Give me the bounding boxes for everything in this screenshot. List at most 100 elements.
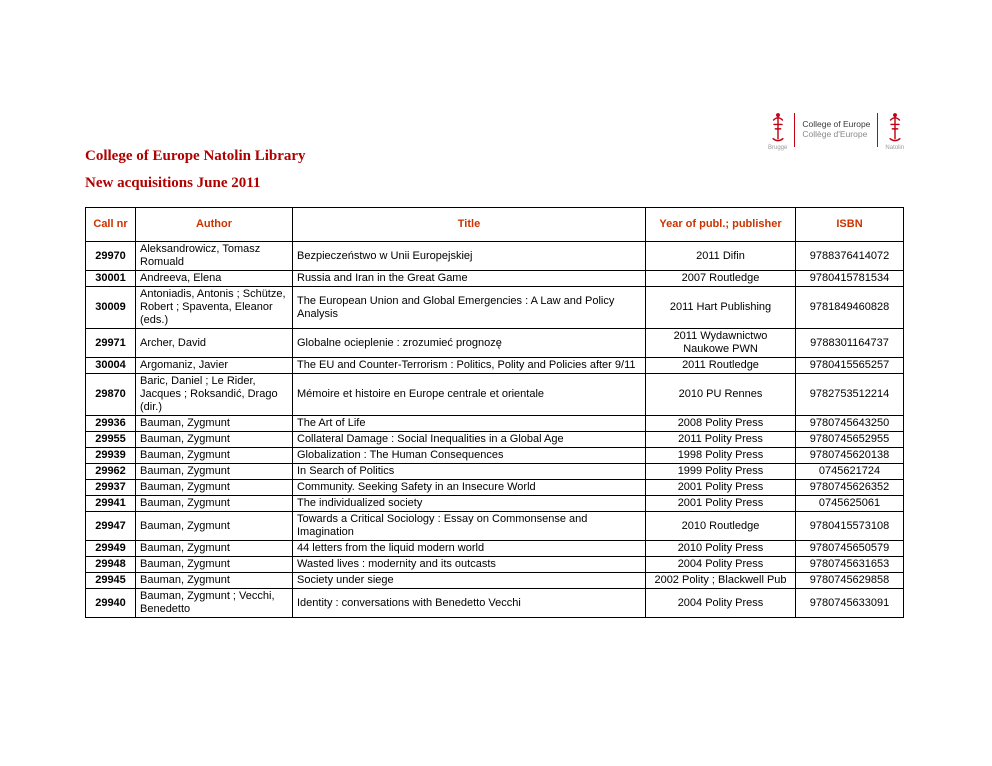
- cell-callnr: 29962: [85, 463, 136, 480]
- cell-title: The Art of Life: [292, 415, 646, 432]
- cell-year-publisher: 2011 Hart Publishing: [645, 286, 796, 329]
- cell-title: Towards a Critical Sociology : Essay on …: [292, 511, 646, 541]
- cell-author: Bauman, Zygmunt: [135, 495, 293, 512]
- college-of-europe-brugge-emblem-icon: [772, 113, 784, 142]
- cell-year-publisher: 2011 Polity Press: [645, 431, 796, 448]
- cell-isbn: 9780415781534: [795, 270, 904, 287]
- logo-name-en: College of Europe: [802, 119, 871, 129]
- cell-callnr: 30009: [85, 286, 136, 329]
- logo-name-fr: Collège d'Europe: [802, 129, 868, 139]
- column-header-isbn: ISBN: [795, 207, 904, 242]
- cell-title: Wasted lives : modernity and its outcast…: [292, 556, 646, 573]
- document-header: College of Europe Natolin Library New ac…: [85, 147, 306, 192]
- cell-year-publisher: 2011 Routledge: [645, 357, 796, 374]
- table-row: 29939 Bauman, Zygmunt Globalization : The …: [85, 447, 904, 464]
- college-of-europe-natolin-emblem-icon: [889, 113, 901, 142]
- cell-callnr: 29955: [85, 431, 136, 448]
- column-header-title: Title: [292, 207, 646, 242]
- cell-author: Aleksandrowicz, Tomasz Romuald: [135, 241, 293, 271]
- cell-author: Antoniadis, Antonis ; Schütze, Robert ; …: [135, 286, 293, 329]
- cell-title: The individualized society: [292, 495, 646, 512]
- cell-callnr: 29939: [85, 447, 136, 464]
- cell-year-publisher: 2010 PU Rennes: [645, 373, 796, 416]
- cell-author: Bauman, Zygmunt: [135, 463, 293, 480]
- logo-campus-natolin: Natolin: [885, 145, 905, 151]
- cell-title: Globalization : The Human Consequences: [292, 447, 646, 464]
- cell-isbn: 9780745626352: [795, 479, 904, 496]
- cell-author: Andreeva, Elena: [135, 270, 293, 287]
- cell-isbn: 9788376414072: [795, 241, 904, 271]
- cell-year-publisher: 2002 Polity ; Blackwell Pub: [645, 572, 796, 589]
- cell-author: Argomaniz, Javier: [135, 357, 293, 374]
- cell-callnr: 29941: [85, 495, 136, 512]
- cell-title: The European Union and Global Emergencie…: [292, 286, 646, 329]
- cell-callnr: 29945: [85, 572, 136, 589]
- cell-isbn: 9780415565257: [795, 357, 904, 374]
- table-row: 29937 Bauman, Zygmunt Community. Seeking S…: [85, 479, 904, 496]
- cell-callnr: 29940: [85, 588, 136, 618]
- cell-isbn: 0745621724: [795, 463, 904, 480]
- table-row: 30001 Andreeva, Elena Russia and Iran in t…: [85, 270, 904, 287]
- cell-title: Collateral Damage : Social Inequalities …: [292, 431, 646, 448]
- cell-isbn: 9780415573108: [795, 511, 904, 541]
- table-row: 29962 Bauman, Zygmunt In Search of Politic…: [85, 463, 904, 480]
- cell-author: Bauman, Zygmunt: [135, 479, 293, 496]
- cell-author: Bauman, Zygmunt ; Vecchi, Benedetto: [135, 588, 293, 618]
- cell-isbn: 9780745652955: [795, 431, 904, 448]
- cell-author: Bauman, Zygmunt: [135, 415, 293, 432]
- cell-author: Bauman, Zygmunt: [135, 447, 293, 464]
- cell-year-publisher: 2001 Polity Press: [645, 479, 796, 496]
- cell-author: Bauman, Zygmunt: [135, 511, 293, 541]
- table-row: 29941 Bauman, Zygmunt The individualized s…: [85, 495, 904, 512]
- cell-title: In Search of Politics: [292, 463, 646, 480]
- cell-title: Bezpieczeństwo w Unii Europejskiej: [292, 241, 646, 271]
- table-head: Call nr Author Title Year of publ.; publish…: [85, 207, 904, 242]
- college-of-europe-logo: Brugge College of Europe Collège d'Europ…: [768, 112, 904, 152]
- cell-title: Mémoire et histoire en Europe centrale e…: [292, 373, 646, 416]
- cell-title: 44 letters from the liquid modern world: [292, 540, 646, 557]
- table-row: 29948 Bauman, Zygmunt Wasted lives : moder…: [85, 556, 904, 573]
- cell-callnr: 29936: [85, 415, 136, 432]
- table-row: 29936 Bauman, Zygmunt The Art of Life 2008 …: [85, 415, 904, 432]
- cell-isbn: 9780745629858: [795, 572, 904, 589]
- cell-year-publisher: 2011 Wydawnictwo Naukowe PWN: [645, 328, 796, 358]
- acquisitions-table: Call nr Author Title Year of publ.; publish…: [85, 207, 904, 618]
- cell-year-publisher: 2011 Difin: [645, 241, 796, 271]
- table-row: 29955 Bauman, Zygmunt Collateral Damage : …: [85, 431, 904, 448]
- cell-author: Bauman, Zygmunt: [135, 431, 293, 448]
- cell-title: Globalne ocieplenie : zrozumieć prognozę: [292, 328, 646, 358]
- logo-brugge-unit: Brugge: [768, 112, 787, 152]
- cell-isbn: 9780745643250: [795, 415, 904, 432]
- cell-callnr: 29949: [85, 540, 136, 557]
- column-header-callnr: Call nr: [85, 207, 136, 242]
- table-row: 29940 Bauman, Zygmunt ; Vecchi, Benedetto…: [85, 588, 904, 618]
- table-row: 29870 Baric, Daniel ; Le Rider, Jacques ;…: [85, 373, 904, 416]
- cell-isbn: 9780745620138: [795, 447, 904, 464]
- cell-isbn: 9782753512214: [795, 373, 904, 416]
- cell-year-publisher: 2004 Polity Press: [645, 588, 796, 618]
- cell-callnr: 29870: [85, 373, 136, 416]
- logo-divider: [794, 113, 796, 147]
- logo-names: College of Europe Collège d'Europe: [802, 112, 870, 139]
- table-row: 30004 Argomaniz, Javier The EU and Counter…: [85, 357, 904, 374]
- logo-campus-brugge: Brugge: [768, 145, 788, 151]
- cell-title: Community. Seeking Safety in an Insecure…: [292, 479, 646, 496]
- logo-divider: [877, 113, 879, 147]
- cell-callnr: 30001: [85, 270, 136, 287]
- table-row: 29970 Aleksandrowicz, Tomasz Romuald Bezpi…: [85, 241, 904, 271]
- cell-callnr: 29937: [85, 479, 136, 496]
- cell-callnr: 29971: [85, 328, 136, 358]
- cell-year-publisher: 1998 Polity Press: [645, 447, 796, 464]
- cell-author: Bauman, Zygmunt: [135, 556, 293, 573]
- table-row: 29945 Bauman, Zygmunt Society under siege 2…: [85, 572, 904, 589]
- cell-year-publisher: 1999 Polity Press: [645, 463, 796, 480]
- cell-year-publisher: 2010 Polity Press: [645, 540, 796, 557]
- table-row: 29971 Archer, David Globalne ocieplenie : …: [85, 328, 904, 358]
- cell-isbn: 9788301164737: [795, 328, 904, 358]
- cell-year-publisher: 2004 Polity Press: [645, 556, 796, 573]
- cell-author: Bauman, Zygmunt: [135, 572, 293, 589]
- cell-isbn: 9780745631653: [795, 556, 904, 573]
- table-row: 29949 Bauman, Zygmunt 44 letters from the …: [85, 540, 904, 557]
- table-row: 30009 Antoniadis, Antonis ; Schütze, Robe…: [85, 286, 904, 329]
